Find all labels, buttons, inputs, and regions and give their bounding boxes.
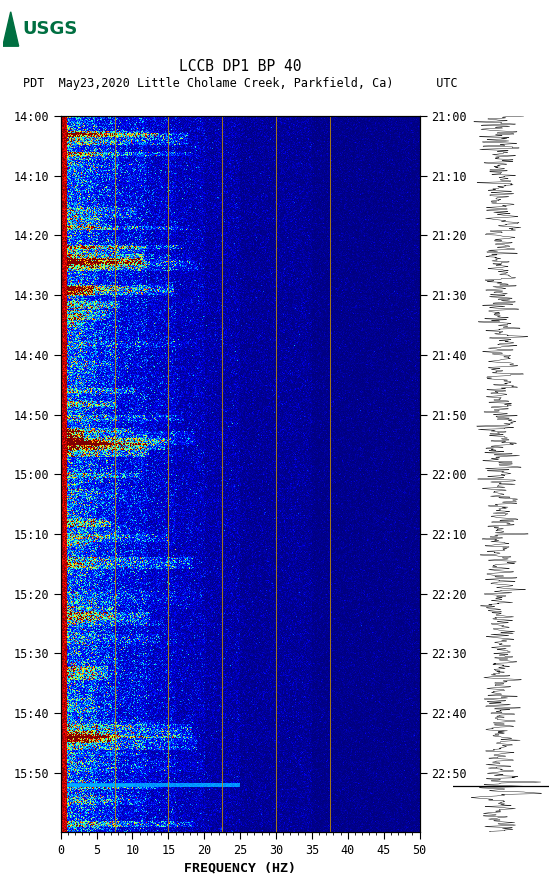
Text: USGS: USGS bbox=[23, 20, 78, 38]
Text: LCCB DP1 BP 40: LCCB DP1 BP 40 bbox=[179, 59, 301, 73]
Text: PDT  May23,2020 Little Cholame Creek, Parkfield, Ca)      UTC: PDT May23,2020 Little Cholame Creek, Par… bbox=[23, 78, 458, 90]
Polygon shape bbox=[3, 12, 19, 46]
X-axis label: FREQUENCY (HZ): FREQUENCY (HZ) bbox=[184, 861, 296, 874]
